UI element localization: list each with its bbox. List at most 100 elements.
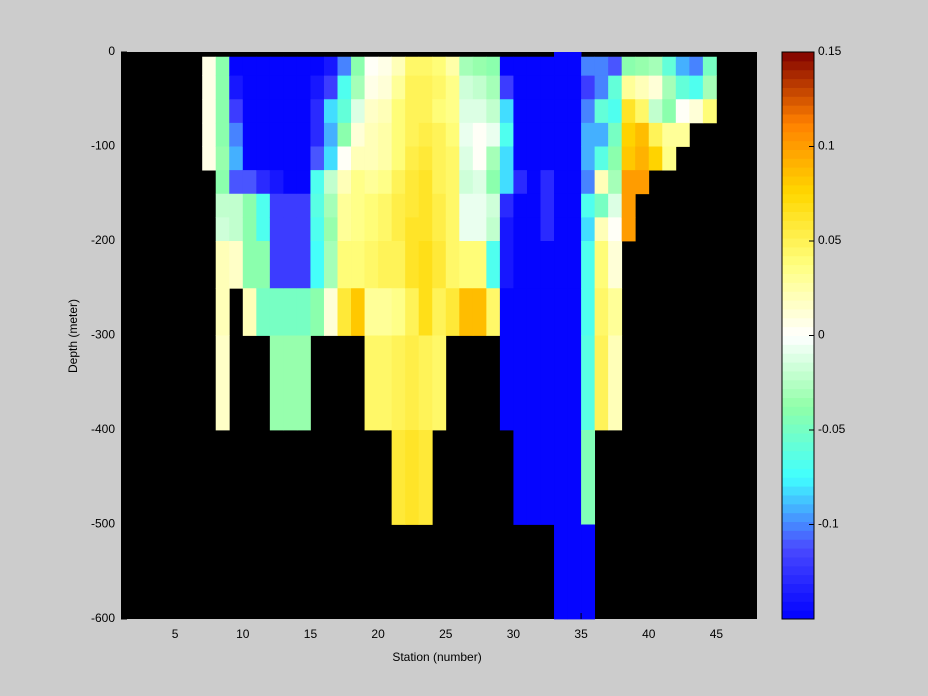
heatmap-cell	[472, 56, 487, 77]
heatmap-cell	[621, 193, 636, 218]
heatmap-cell	[567, 288, 582, 336]
heatmap-cell	[554, 335, 568, 431]
heatmap-cell	[296, 335, 311, 431]
heatmap-cell	[351, 75, 365, 100]
heatmap-cell	[581, 99, 596, 124]
colorbar-step	[782, 344, 814, 354]
heatmap-cell	[581, 56, 596, 77]
heatmap-cell	[621, 146, 636, 171]
heatmap-cell	[432, 146, 447, 171]
heatmap-cell	[621, 75, 636, 100]
heatmap-cell	[337, 99, 352, 124]
heatmap-cell	[581, 241, 596, 289]
heatmap-cell	[459, 193, 474, 218]
heatmap-cell	[608, 99, 623, 124]
heatmap-cell	[608, 335, 623, 431]
heatmap-cell	[526, 170, 541, 195]
colorbar-step	[782, 459, 814, 469]
heatmap-cell	[378, 288, 393, 336]
heatmap-cell	[391, 193, 406, 218]
heatmap-cell	[337, 288, 352, 336]
heatmap-cell	[296, 56, 311, 77]
heatmap-cell	[323, 99, 338, 124]
heatmap-cell	[675, 99, 690, 124]
heatmap-cell	[513, 288, 528, 336]
heatmap-cell	[351, 241, 365, 289]
colorbar-step	[782, 477, 814, 487]
colorbar-step	[782, 211, 814, 221]
heatmap-cell	[242, 56, 257, 77]
heatmap-cell	[635, 122, 650, 147]
heatmap-cell	[567, 241, 582, 289]
heatmap-cell	[486, 122, 501, 147]
heatmap-cell	[405, 288, 420, 336]
heatmap-cell	[513, 430, 528, 525]
heatmap-cell	[378, 335, 393, 431]
heatmap-cell	[432, 122, 447, 147]
heatmap-cell	[526, 335, 541, 431]
heatmap-cell	[445, 122, 460, 147]
heatmap-cell	[256, 122, 271, 147]
colorbar-step	[782, 273, 814, 283]
heatmap-cell	[418, 56, 433, 77]
colorbar-step	[782, 69, 814, 80]
heatmap-cell	[418, 288, 433, 336]
heatmap-cell	[486, 75, 501, 100]
heatmap-cell	[283, 335, 298, 431]
heatmap-cell	[391, 217, 406, 242]
heatmap-cell	[418, 241, 433, 289]
heatmap-cell	[472, 146, 487, 171]
colorbar-step	[782, 583, 814, 593]
heatmap-cell	[202, 146, 217, 171]
heatmap-cell	[405, 241, 420, 289]
heatmap-cell	[283, 241, 298, 289]
heatmap-cell	[378, 56, 393, 77]
heatmap-cell	[554, 99, 568, 124]
heatmap-cell	[283, 288, 298, 336]
heatmap-cell	[472, 193, 487, 218]
heatmap-cell	[689, 56, 704, 77]
heatmap-cell	[540, 170, 555, 195]
y-tick-label: -400	[91, 422, 115, 436]
heatmap-cell	[364, 217, 379, 242]
heatmap-cell	[459, 170, 474, 195]
heatmap-cell	[202, 75, 217, 100]
heatmap-cell	[486, 99, 501, 124]
heatmap-cell	[635, 146, 650, 171]
heatmap-cell	[581, 217, 596, 242]
heatmap-cell	[310, 122, 325, 147]
heatmap-cell	[323, 241, 338, 289]
colorbar-step	[782, 131, 814, 142]
heatmap-cell	[256, 241, 271, 289]
heatmap-cell	[405, 193, 420, 218]
heatmap-cell	[526, 99, 541, 124]
heatmap-cell	[635, 170, 650, 195]
colorbar-step	[782, 282, 814, 292]
heatmap-cell	[486, 170, 501, 195]
heatmap-cell	[242, 99, 257, 124]
heatmap-cell	[540, 217, 555, 242]
heatmap-cell	[269, 75, 284, 100]
heatmap-cell	[702, 99, 717, 124]
heatmap-cell	[486, 146, 501, 171]
heatmap-cell	[364, 146, 379, 171]
heatmap-cell	[635, 99, 650, 124]
colorbar-step	[782, 176, 814, 186]
heatmap-cell	[405, 217, 420, 242]
heatmap-cell	[486, 288, 501, 336]
heatmap-cell	[242, 288, 257, 336]
heatmap-cell	[662, 146, 677, 171]
heatmap-cell	[432, 99, 447, 124]
heatmap-cell	[526, 122, 541, 147]
heatmap-cell	[526, 56, 541, 77]
heatmap-cell	[472, 170, 487, 195]
heatmap-cell	[581, 122, 596, 147]
heatmap-cell	[499, 75, 514, 100]
heatmap-cell	[702, 56, 717, 77]
heatmap-cell	[283, 170, 298, 195]
heatmap-cell	[554, 122, 568, 147]
heatmap-cell	[242, 146, 257, 171]
heatmap-cell	[256, 170, 271, 195]
heatmap-cell	[445, 217, 460, 242]
